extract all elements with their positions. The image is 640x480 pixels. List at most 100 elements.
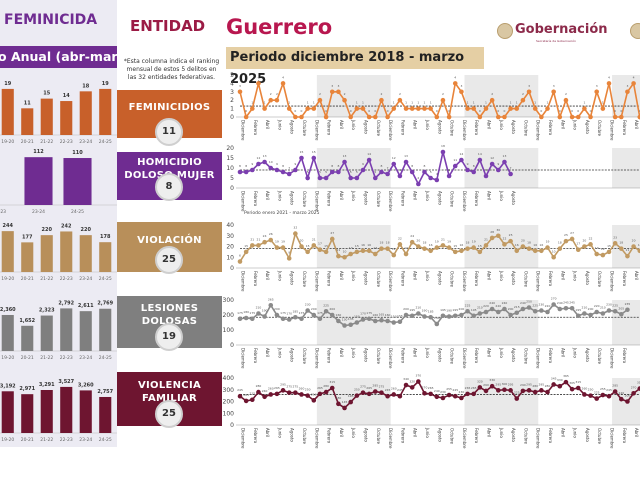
data-point [336,318,341,324]
data-label: 255 [446,387,452,391]
data-point [256,389,261,395]
data-point [360,106,366,111]
data-point [286,390,292,395]
data-point [274,97,280,103]
data-label: 275 [292,385,298,389]
data-point [262,239,267,245]
data-label: 1 [417,101,419,105]
data-point [428,314,433,320]
data-point [637,248,640,254]
data-point [354,249,360,255]
x-tick-label: Agosto [585,428,590,442]
data-label: 1 [424,101,426,105]
annual-panel-title: FEMINICIDA [4,12,98,28]
data-label: 10 [269,160,273,164]
data-label: 285 [612,384,618,388]
x-tick-label: Octubre [523,120,528,137]
data-label: 5 [374,170,376,174]
data-label: 1 [516,101,518,105]
bar [1,88,14,135]
data-point [409,313,415,319]
x-tick-label: Abril [560,348,565,357]
data-point [563,97,569,103]
data-point [502,387,507,393]
data-label: 25 [509,233,513,237]
data-point [280,245,286,250]
data-label: 230 [606,303,612,307]
bar-category-label: 23-24 [32,209,45,215]
data-label: 1 [264,101,266,105]
data-point [379,390,384,395]
data-point [563,305,569,311]
data-point [250,397,255,403]
y-tick-label: 2 [230,97,234,104]
data-label: 12 [490,156,494,160]
x-tick-label: Octubre [302,348,307,365]
data-point [471,169,476,175]
data-label: 14 [459,152,463,156]
x-tick-label: Junio [277,427,282,438]
data-point [569,386,575,392]
data-point [539,114,544,120]
rank-badge: 25 [155,400,183,428]
data-point [446,114,452,120]
x-tick-label: Agosto [437,120,442,134]
data-point [336,89,341,95]
data-point [237,259,243,264]
period-label: Periodo diciembre 2018 - marzo 2025 [226,47,484,87]
data-point [256,311,261,316]
x-tick-label: Octubre [376,271,381,288]
data-label: 315 [329,380,335,384]
data-label: 195 [440,308,446,312]
year-band [464,378,539,425]
x-tick-label: Junio [573,119,578,130]
seal-logo-icon [497,23,513,39]
data-label: 0 [350,109,352,113]
data-point [496,114,501,120]
bar-value-label: 2,611 [78,303,94,309]
data-label: 140 [434,316,440,320]
y-tick-label: 20 [226,244,234,251]
x-tick-label: Abril [413,428,418,437]
data-point [366,157,372,163]
data-label: 130 [342,318,348,322]
crime-label: FEMINICIDIOS [128,101,211,113]
data-point [243,169,249,175]
data-label: 18 [558,241,562,245]
data-label: 210 [311,392,317,396]
data-label: 0 [245,109,247,113]
data-label: 0 [503,109,505,113]
data-label: 0 [436,109,438,113]
bar-category-label: 22-23 [60,355,73,361]
x-tick-label: Abril [634,271,639,280]
y-tick-label: 10 [226,254,234,261]
data-point [342,405,347,411]
x-tick-label: Diciembre [241,191,246,212]
data-label: 0 [639,109,640,113]
bar-value-label: 2,360 [0,307,16,313]
data-label: 16 [539,243,543,247]
data-point [323,308,329,314]
x-tick-label: Abril [339,348,344,357]
x-tick-label: Junio [425,119,430,130]
bar-category-label: 22-23 [0,209,6,215]
data-label: 305 [569,381,575,385]
data-point [575,385,581,391]
data-point [373,318,378,324]
x-tick-label: Abril [265,271,270,280]
data-point [582,392,587,397]
data-label: 250 [305,388,311,392]
data-label: 0 [448,109,450,113]
data-point [348,322,353,328]
data-point [594,309,599,315]
data-label: 170 [360,312,366,316]
bar-value-label: 2,971 [19,386,35,392]
x-tick-label: Abril [265,428,270,437]
x-tick-label: Abril [339,271,344,280]
x-tick-label: Diciembre [536,271,541,292]
data-label: 14 [478,152,482,156]
data-point [268,165,274,171]
bar-value-label: 242 [61,223,72,229]
data-label: 135 [348,317,354,321]
data-point [606,81,612,86]
